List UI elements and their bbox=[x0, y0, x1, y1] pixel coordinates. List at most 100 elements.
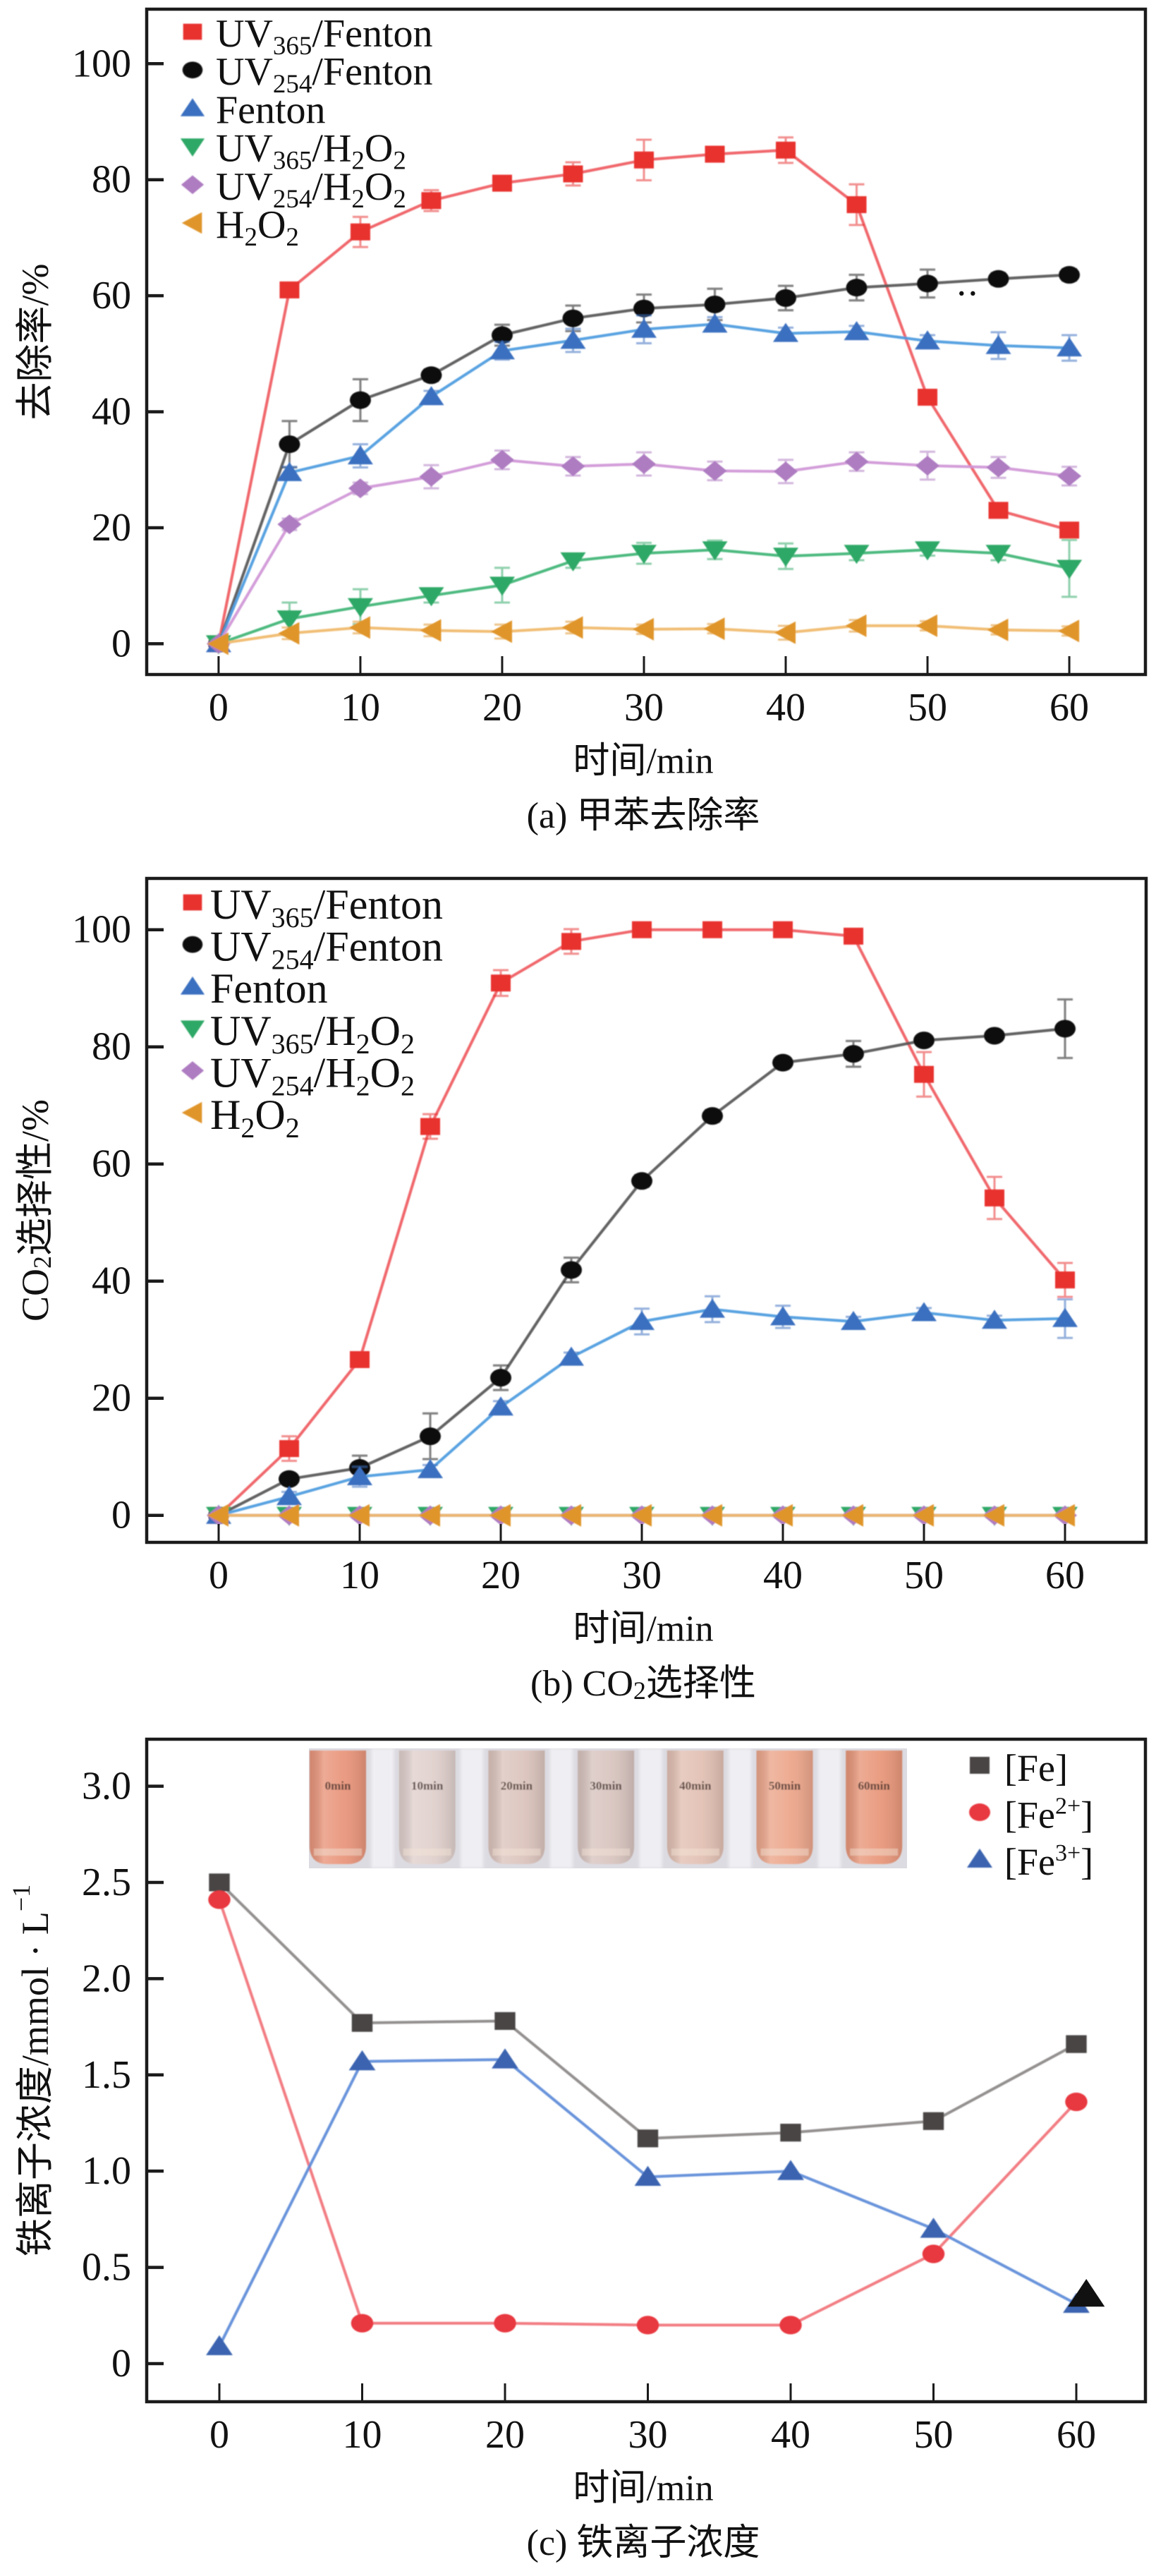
legend-item: UV365/Fenton bbox=[183, 12, 433, 61]
legend-marker-square-icon bbox=[183, 23, 202, 40]
legend-marker-diamond-icon bbox=[181, 1061, 205, 1080]
legend-label-part: 254 bbox=[273, 185, 312, 214]
panel-caption: (b) CO2选择性 bbox=[530, 1664, 756, 1705]
legend-label: UV365/H2O2 bbox=[216, 127, 406, 176]
vial-shading bbox=[846, 1750, 903, 1864]
data-point bbox=[844, 927, 863, 945]
data-point bbox=[492, 2048, 518, 2069]
data-point bbox=[421, 192, 442, 210]
legend-marker-circle-icon bbox=[182, 61, 203, 79]
data-point bbox=[347, 1466, 372, 1485]
data-point bbox=[985, 545, 1011, 564]
data-point bbox=[208, 1890, 231, 1909]
legend-label: Fenton bbox=[210, 965, 328, 1012]
vial-shading bbox=[488, 1750, 545, 1864]
data-point bbox=[1052, 1307, 1078, 1327]
data-point bbox=[915, 541, 940, 561]
legend-marker-triangle-down-icon bbox=[180, 138, 205, 157]
legend-label-part: 2+ bbox=[1055, 1794, 1081, 1820]
data-point bbox=[633, 151, 654, 169]
x-tick-label: 30 bbox=[624, 686, 664, 730]
data-point bbox=[489, 1504, 511, 1527]
x-tick-label: 10 bbox=[341, 686, 380, 730]
series-line bbox=[217, 322, 1071, 646]
legend-item: UV365/H2O2 bbox=[180, 127, 406, 176]
legend-label-part: UV bbox=[216, 127, 273, 171]
y-axis-label: 去除率/% bbox=[14, 264, 56, 421]
vial-sediment bbox=[582, 1849, 631, 1856]
data-point bbox=[418, 587, 444, 607]
data-point bbox=[843, 1045, 864, 1063]
vial-sediment bbox=[314, 1849, 362, 1856]
legend-label: UV365/Fenton bbox=[210, 881, 443, 933]
data-point bbox=[492, 174, 512, 192]
series-fe2 bbox=[208, 1890, 1088, 2335]
vial-shading bbox=[398, 1750, 456, 1864]
vial: 40min bbox=[667, 1750, 724, 1864]
data-point bbox=[276, 610, 303, 630]
vial-shading bbox=[756, 1750, 813, 1864]
vial-label: 40min bbox=[679, 1779, 712, 1793]
data-point bbox=[773, 548, 798, 567]
data-point bbox=[348, 1504, 370, 1527]
legend-item: UV365/H2O2 bbox=[180, 1008, 415, 1060]
data-point bbox=[702, 313, 728, 333]
legend-label-part: 2 bbox=[241, 1112, 255, 1144]
legend-marker-triangle-up-icon bbox=[180, 976, 205, 995]
legend-marker bbox=[181, 175, 205, 195]
data-point bbox=[420, 1118, 440, 1135]
y-tick-label: 100 bbox=[72, 908, 131, 952]
data-point bbox=[914, 1065, 934, 1083]
data-point bbox=[350, 1350, 370, 1368]
data-point bbox=[772, 1504, 793, 1527]
data-point bbox=[982, 1310, 1007, 1329]
plot-frame bbox=[145, 876, 1148, 1544]
series-line bbox=[218, 1881, 1078, 2140]
y-tick-label: 0 bbox=[111, 622, 131, 665]
data-point bbox=[276, 461, 303, 481]
legend-label-part: UV bbox=[210, 1008, 272, 1054]
data-point bbox=[490, 1369, 511, 1387]
legend-label-part: [Fe bbox=[1004, 1841, 1055, 1883]
data-point bbox=[491, 326, 513, 344]
data-point bbox=[770, 1306, 796, 1326]
legend-label: [Fe3+] bbox=[1004, 1840, 1093, 1883]
data-point bbox=[491, 620, 512, 643]
legend-item: H2O2 bbox=[181, 203, 299, 252]
data-point bbox=[347, 598, 373, 617]
data-point bbox=[629, 1311, 655, 1330]
y-tick-label: 20 bbox=[92, 506, 131, 550]
legend-label: H2O2 bbox=[210, 1092, 300, 1144]
data-point bbox=[207, 632, 229, 655]
y-axis-label: 铁离子浓度/mmol · L−1 bbox=[7, 1885, 56, 2256]
panel-caption: (a) 甲苯去除率 bbox=[527, 796, 760, 836]
legend-label-part: 254 bbox=[272, 944, 314, 976]
data-point bbox=[631, 545, 657, 564]
data-point bbox=[846, 279, 868, 297]
vial-sediment bbox=[403, 1849, 451, 1856]
x-tick-label: 60 bbox=[1045, 1554, 1085, 1597]
legend-label-part: UV bbox=[216, 165, 273, 209]
y-tick-label: 1.0 bbox=[82, 2149, 131, 2193]
series-line bbox=[217, 148, 1071, 646]
x-tick-label: 20 bbox=[485, 2413, 525, 2457]
legend-label: Fenton bbox=[216, 88, 326, 132]
legend-marker bbox=[969, 1803, 990, 1821]
data-point bbox=[773, 322, 798, 342]
data-point bbox=[842, 1504, 863, 1527]
y-axis-label: CO2选择性/% bbox=[14, 1099, 56, 1322]
data-point bbox=[916, 614, 937, 637]
vial-sediment bbox=[760, 1849, 809, 1856]
data-point bbox=[347, 445, 373, 465]
vial: 30min bbox=[578, 1750, 635, 1864]
legend-item: UV254/H2O2 bbox=[181, 1049, 415, 1101]
y-tick-label: 2.5 bbox=[82, 1861, 131, 1904]
y-tick-label: 20 bbox=[92, 1377, 131, 1420]
data-point bbox=[350, 223, 370, 241]
x-axis-label: 时间/min bbox=[573, 2469, 713, 2509]
legend-label: UV254/Fenton bbox=[210, 924, 443, 976]
data-point bbox=[419, 1504, 440, 1527]
legend-label: UV254/H2O2 bbox=[210, 1049, 415, 1101]
data-point bbox=[1057, 466, 1082, 486]
legend-marker bbox=[967, 1849, 992, 1868]
